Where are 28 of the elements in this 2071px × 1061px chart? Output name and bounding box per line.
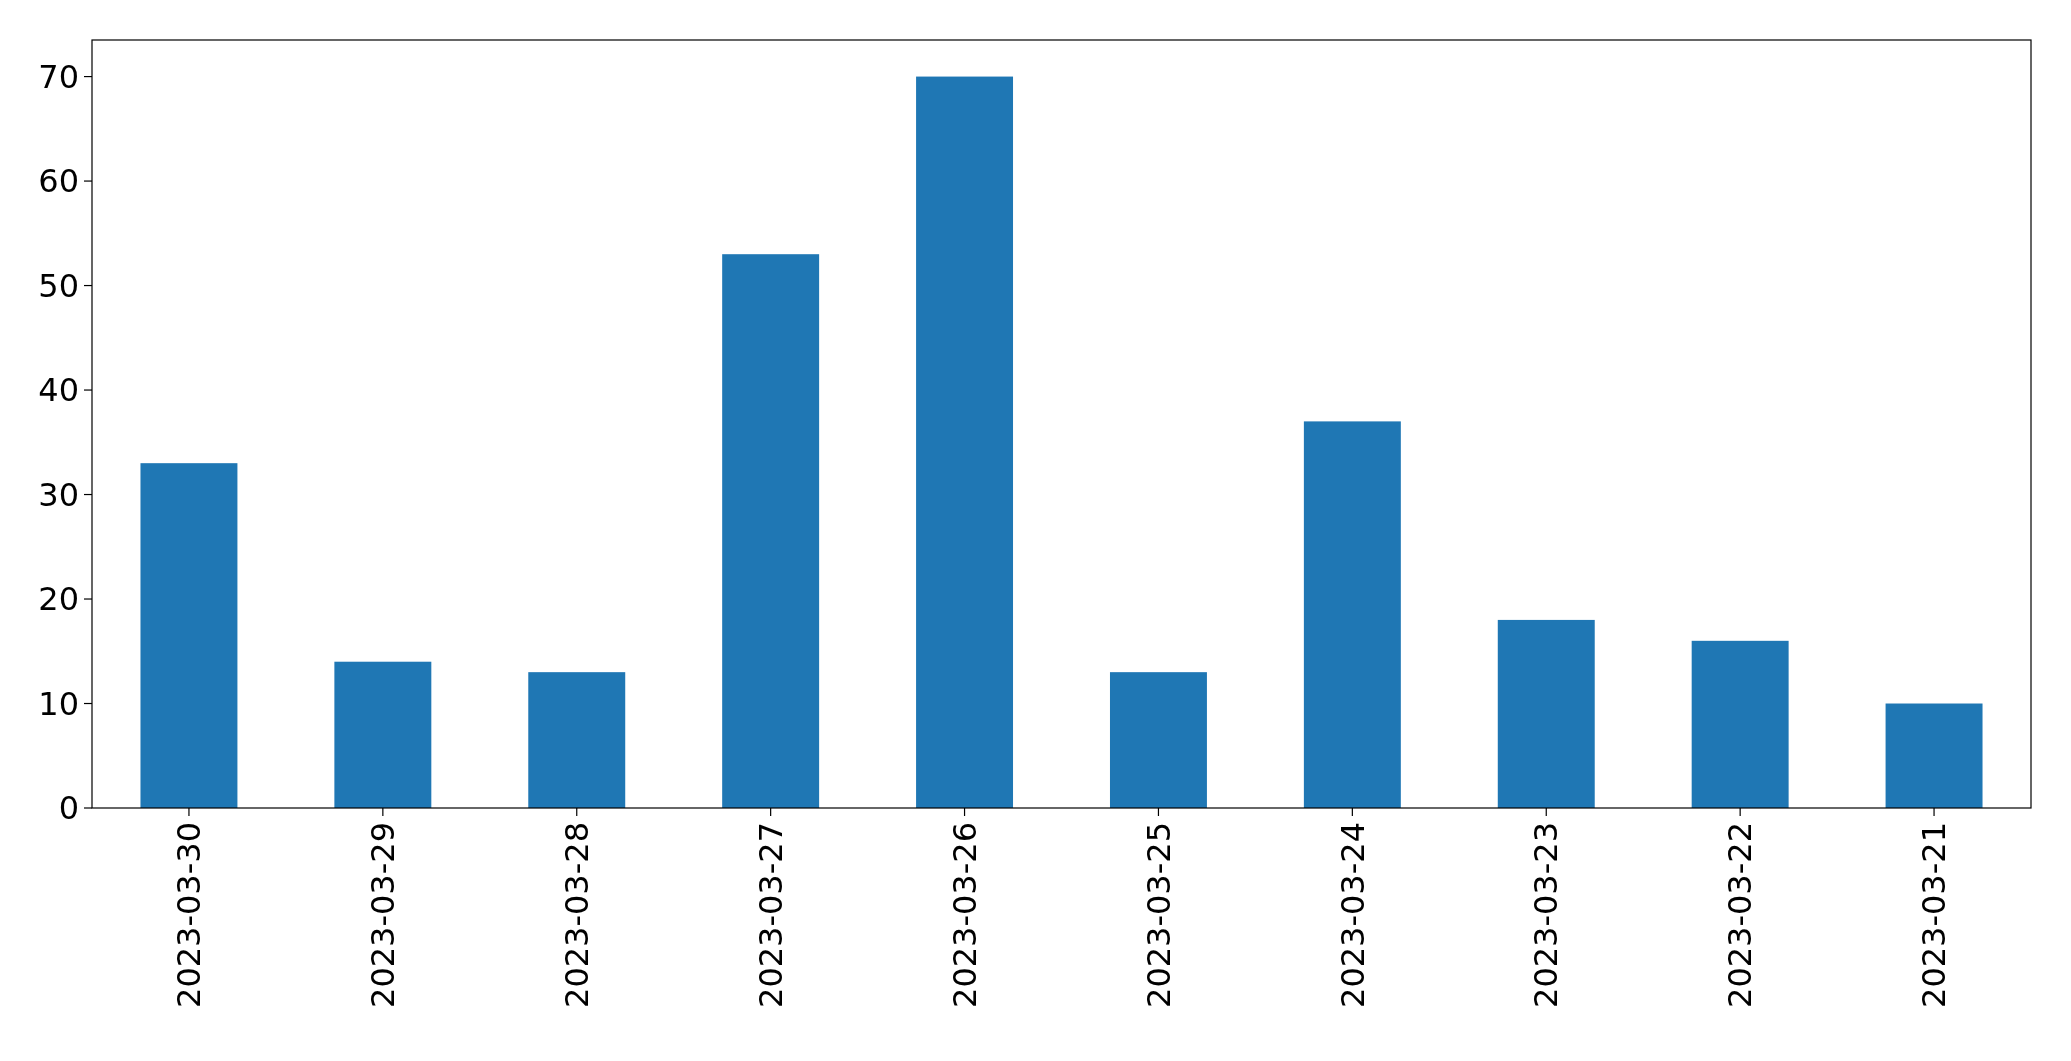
bar xyxy=(140,463,238,808)
y-tick-label: 60 xyxy=(38,162,79,201)
bar xyxy=(722,254,820,808)
y-tick-label: 30 xyxy=(38,475,79,514)
y-tick-label: 0 xyxy=(58,789,79,828)
bar xyxy=(1691,640,1789,808)
x-tick-label: 2023-03-26 xyxy=(945,822,984,1008)
bar xyxy=(528,672,626,808)
bar xyxy=(1497,619,1595,808)
bar xyxy=(1303,421,1401,808)
bar xyxy=(334,661,432,808)
x-tick-label: 2023-03-21 xyxy=(1915,822,1954,1008)
x-tick-label: 2023-03-24 xyxy=(1333,822,1372,1008)
x-tick-label: 2023-03-27 xyxy=(751,822,790,1008)
x-tick-label: 2023-03-30 xyxy=(170,822,209,1008)
x-tick-label: 2023-03-22 xyxy=(1721,822,1760,1008)
y-tick-label: 70 xyxy=(38,57,79,96)
x-tick-label: 2023-03-23 xyxy=(1527,822,1566,1008)
y-tick-label: 50 xyxy=(38,266,79,305)
bar xyxy=(1885,703,1983,808)
x-tick-label: 2023-03-28 xyxy=(557,822,596,1008)
y-tick-label: 10 xyxy=(38,684,79,723)
x-tick-label: 2023-03-25 xyxy=(1139,822,1178,1008)
x-tick-label: 2023-03-29 xyxy=(364,822,403,1008)
bar xyxy=(1109,672,1207,808)
y-tick-label: 20 xyxy=(38,580,79,619)
bar xyxy=(916,76,1014,808)
y-tick-label: 40 xyxy=(38,371,79,410)
